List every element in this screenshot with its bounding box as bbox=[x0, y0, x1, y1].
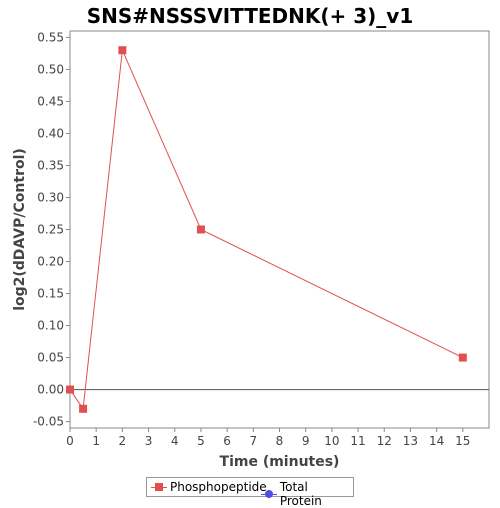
y-tick-label: 0.45 bbox=[37, 94, 64, 108]
x-tick-label: 2 bbox=[119, 434, 127, 448]
plot-area bbox=[69, 30, 490, 429]
x-tick-label: 13 bbox=[403, 434, 418, 448]
chart-title: SNS#NSSSVITTEDNK(+ 3)_v1 bbox=[86, 4, 414, 28]
y-tick-label: 0.05 bbox=[37, 351, 64, 365]
x-tick-label: 3 bbox=[145, 434, 153, 448]
y-tick-label: 0.50 bbox=[37, 62, 64, 76]
y-tick-label: 0.20 bbox=[37, 255, 64, 269]
x-tick-label: 0 bbox=[66, 434, 74, 448]
x-tick-label: 15 bbox=[455, 434, 470, 448]
data-point bbox=[458, 353, 467, 362]
legend-label-phosphopeptide: Phosphopeptide bbox=[170, 480, 267, 494]
x-tick-label: 7 bbox=[249, 434, 257, 448]
y-tick-label: 0.10 bbox=[37, 319, 64, 333]
x-tick-label: 10 bbox=[324, 434, 339, 448]
x-tick-label: 11 bbox=[350, 434, 365, 448]
x-tick-label: 1 bbox=[92, 434, 100, 448]
data-point bbox=[118, 46, 127, 55]
y-tick-label: 0.30 bbox=[37, 190, 64, 204]
y-tick-label: 0.55 bbox=[37, 30, 64, 44]
x-tick-label: 6 bbox=[223, 434, 231, 448]
data-point bbox=[66, 385, 74, 394]
legend-label-total-protein: Total Protein bbox=[279, 480, 322, 508]
x-tick-label: 8 bbox=[276, 434, 284, 448]
data-point bbox=[196, 225, 205, 234]
x-tick-label: 14 bbox=[429, 434, 444, 448]
phosphopeptide-square-icon bbox=[151, 480, 167, 494]
y-axis-title: log2(dDAVP/Control) bbox=[12, 148, 28, 311]
legend-item-total-protein: Total Protein bbox=[261, 480, 353, 508]
x-tick-label: 4 bbox=[171, 434, 179, 448]
x-tick-label: 12 bbox=[377, 434, 392, 448]
x-tick-label: 9 bbox=[302, 434, 310, 448]
y-tick-label: 0.25 bbox=[37, 223, 64, 237]
y-tick-label: 0.00 bbox=[37, 383, 64, 397]
legend-item-phosphopeptide: Phosphopeptide bbox=[151, 480, 267, 494]
x-tick-label: 5 bbox=[197, 434, 205, 448]
data-point bbox=[79, 404, 88, 413]
total-protein-circle-icon bbox=[261, 487, 277, 501]
y-tick-label: 0.35 bbox=[37, 158, 64, 172]
legend: Phosphopeptide Total Protein bbox=[146, 477, 354, 508]
y-tick-label: 0.40 bbox=[37, 126, 64, 140]
y-tick-label: -0.05 bbox=[33, 415, 64, 429]
x-axis-title: Time (minutes) bbox=[220, 454, 340, 470]
y-tick-label: 0.15 bbox=[37, 287, 64, 301]
